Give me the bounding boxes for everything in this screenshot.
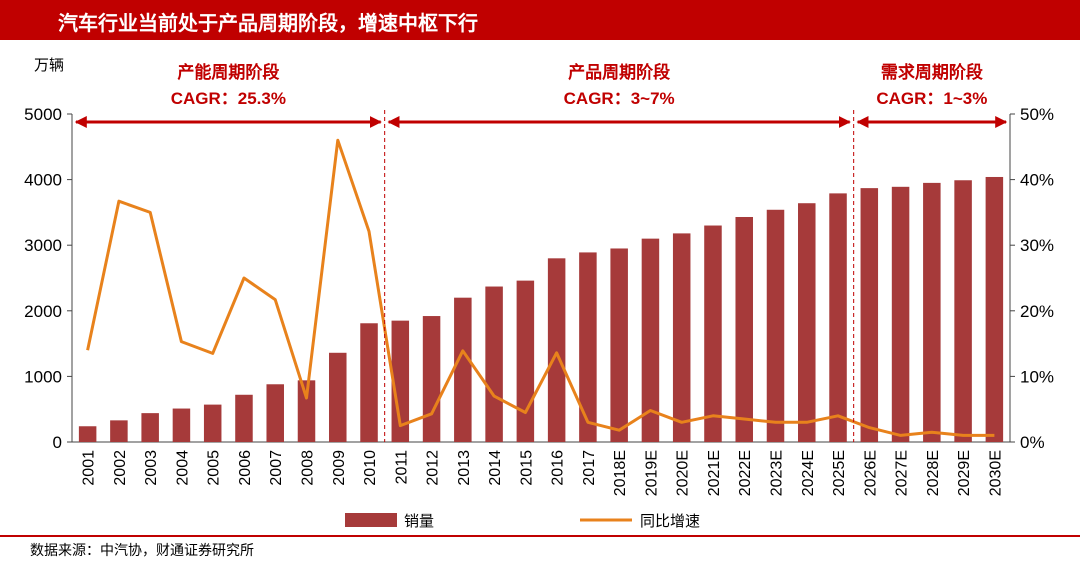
phase-cagr: CAGR：1~3% <box>876 89 987 108</box>
bar-sales <box>360 323 378 442</box>
bar-sales <box>829 193 847 442</box>
phase-name: 产能周期阶段 <box>177 62 279 82</box>
y-right-tick-label: 10% <box>1020 367 1054 386</box>
x-tick-label: 2009 <box>331 450 348 486</box>
bar-sales <box>266 384 284 442</box>
y-right-tick-label: 30% <box>1020 236 1054 255</box>
y-left-tick-label: 2000 <box>24 302 62 321</box>
bar-sales <box>235 394 253 442</box>
bar-sales <box>735 216 753 442</box>
y-right-tick-label: 20% <box>1020 302 1054 321</box>
bar-sales <box>329 352 347 442</box>
legend-label-growth: 同比增速 <box>640 513 700 530</box>
x-tick-label: 2019E <box>643 450 660 496</box>
bar-sales <box>579 252 597 442</box>
bar-sales <box>672 233 691 442</box>
title-bar: 汽车行业当前处于产品周期阶段，增速中枢下行 <box>0 0 1080 40</box>
bar-sales <box>798 203 816 442</box>
bar-sales <box>641 238 660 442</box>
bar-sales <box>110 420 128 442</box>
x-tick-label: 2027E <box>894 450 911 496</box>
x-tick-label: 2015 <box>518 450 535 486</box>
y-left-tick-label: 3000 <box>24 236 62 255</box>
bar-sales <box>547 258 566 442</box>
phase-name: 产品周期阶段 <box>568 62 670 82</box>
x-tick-label: 2025E <box>831 450 848 496</box>
bar-sales <box>485 286 503 442</box>
chart: 万辆 0 1000 2000 3000 4000 5000 0% 10% 20% 30% 40% 50… <box>24 57 1054 530</box>
bar-sales <box>704 225 722 442</box>
bar-sales <box>422 316 441 442</box>
y-left-tick-label: 1000 <box>24 367 62 386</box>
source-note: 数据来源：中汽协，财通证券研究所 <box>30 543 254 559</box>
bar-sales <box>766 209 785 442</box>
phase-name: 需求周期阶段 <box>881 62 983 82</box>
bar-sales <box>172 408 191 442</box>
x-tick-label: 2018E <box>612 450 629 496</box>
x-tick-label: 2007 <box>268 450 285 486</box>
x-tick-label: 2030E <box>987 450 1004 496</box>
phase-cagr: CAGR：3~7% <box>564 89 675 108</box>
bar-sales <box>923 182 941 442</box>
legend-swatch-sales <box>345 513 397 527</box>
line-growth <box>86 138 995 437</box>
bar-sales <box>891 186 910 442</box>
y-right-tick-label: 0% <box>1020 433 1045 452</box>
bar-sales <box>297 380 316 442</box>
bottom-rule <box>0 535 1080 537</box>
bar-sales <box>860 188 879 442</box>
x-tick-label: 2005 <box>206 450 223 486</box>
x-tick-label: 2016 <box>550 450 567 486</box>
bar-sales <box>985 176 1004 442</box>
page-title: 汽车行业当前处于产品周期阶段，增速中枢下行 <box>58 11 478 35</box>
x-tick-label: 2024E <box>800 450 817 496</box>
y-right-tick-label: 40% <box>1020 171 1054 190</box>
bar-sales <box>78 426 97 442</box>
x-tick-label: 2017 <box>581 450 598 486</box>
x-tick-label: 2014 <box>487 450 504 486</box>
x-tick-label: 2004 <box>174 450 191 486</box>
bar-sales <box>391 320 410 442</box>
bar-sales <box>954 180 972 443</box>
y-left-tick-label: 4000 <box>24 171 62 190</box>
x-tick-label: 2028E <box>925 450 942 496</box>
x-tick-label: 2022E <box>737 450 754 496</box>
x-tick-label: 2010 <box>362 450 379 486</box>
y-left-tick-label: 5000 <box>24 105 62 124</box>
x-tick-label: 2021E <box>706 450 723 496</box>
bar-sales <box>516 280 535 442</box>
x-tick-label: 2001 <box>81 450 98 486</box>
x-tick-label: 2011 <box>393 450 410 485</box>
bar-sales <box>203 404 222 442</box>
phase-cagr: CAGR：25.3% <box>171 89 286 108</box>
bar-sales <box>610 248 628 442</box>
y-left-tick-label: 0 <box>53 433 62 452</box>
x-tick-label: 2003 <box>143 450 160 486</box>
y-right-tick-label: 50% <box>1020 105 1054 124</box>
x-tick-label: 2013 <box>456 450 473 486</box>
x-tick-label: 2002 <box>112 450 129 486</box>
x-tick-label: 2012 <box>425 450 442 486</box>
y-left-unit-label: 万辆 <box>34 57 64 74</box>
bar-sales <box>141 413 159 442</box>
x-tick-label: 2006 <box>237 450 254 486</box>
legend-label-sales: 销量 <box>404 513 434 530</box>
bar-sales <box>454 297 472 442</box>
x-tick-label: 2029E <box>956 450 973 496</box>
x-tick-label: 2023E <box>769 450 786 496</box>
x-tick-label: 2008 <box>300 450 317 486</box>
x-tick-label: 2026E <box>862 450 879 496</box>
x-tick-label: 2020E <box>675 450 692 496</box>
